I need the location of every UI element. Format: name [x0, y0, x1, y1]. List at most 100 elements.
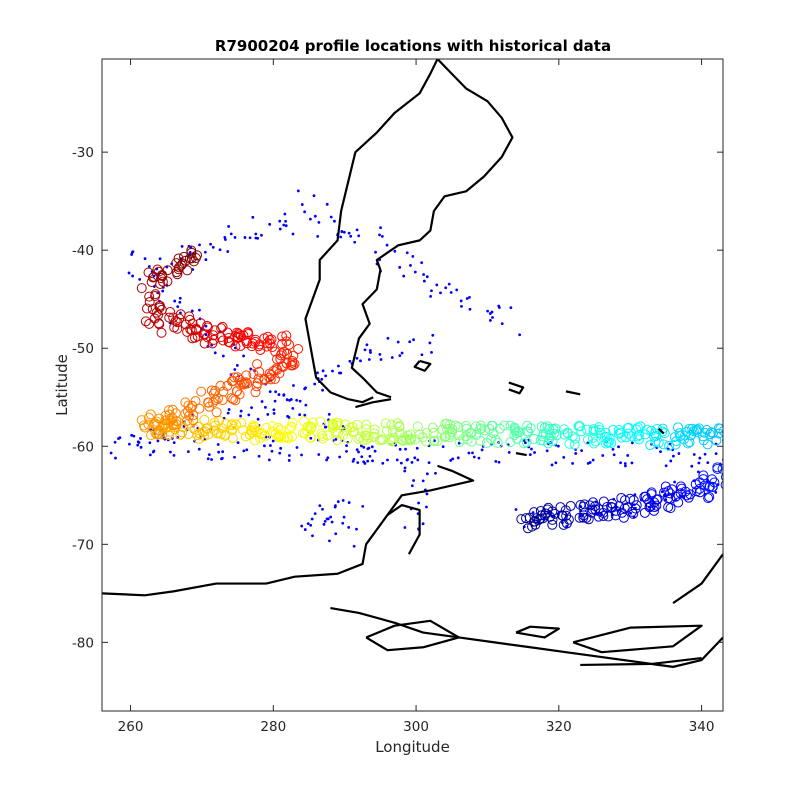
- profile-marker-78-0: [758, 436, 767, 445]
- historical-point-56: [754, 471, 757, 474]
- historical-point-459: [468, 295, 471, 299]
- profile-marker-85-2: [722, 439, 723, 445]
- historical-point-355: [310, 517, 314, 521]
- profile-marker-200-2: [138, 420, 149, 431]
- profile-marker-42-0: [727, 469, 736, 478]
- historical-point-400: [268, 222, 272, 226]
- historical-point-344: [323, 519, 327, 523]
- historical-point-449: [425, 275, 429, 279]
- historical-point-210: [221, 450, 225, 454]
- historical-point-243: [130, 433, 134, 437]
- historical-point-41: [673, 480, 677, 484]
- historical-point-27: [629, 511, 633, 515]
- profile-marker-100-1: [646, 425, 657, 436]
- profile-marker-255-1: [187, 333, 198, 344]
- profile-marker-203-0: [145, 409, 156, 420]
- profile-marker-59-2: [794, 446, 800, 455]
- historical-point-509: [233, 368, 237, 371]
- profile-marker-20-1: [616, 507, 627, 518]
- historical-point-72: [781, 446, 784, 449]
- y-axis-label: Latitude: [53, 354, 71, 416]
- profile-marker-69-1: [794, 440, 800, 449]
- historical-point-302: [348, 359, 352, 363]
- historical-point-522: [282, 393, 286, 397]
- historical-point-48: [725, 468, 728, 471]
- profile-marker-84-1: [724, 439, 733, 448]
- profile-marker-242-1: [246, 341, 257, 352]
- profile-marker-1-0: [522, 523, 533, 534]
- profile-marker-219-2: [234, 389, 245, 400]
- profile-marker-181-2: [246, 427, 257, 438]
- profile-marker-78-2: [745, 426, 754, 435]
- profile-marker-41-1: [730, 481, 739, 490]
- profile-marker-212-2: [190, 396, 201, 407]
- historical-point-294: [313, 382, 317, 386]
- historical-point-174: [360, 455, 364, 459]
- historical-point-314: [400, 351, 404, 355]
- historical-point-548: [366, 459, 370, 463]
- historical-point-93: [698, 456, 702, 460]
- profile-marker-88-0: [707, 428, 718, 439]
- historical-point-457: [447, 282, 451, 286]
- historical-point-75: [755, 449, 758, 452]
- historical-point-155: [441, 445, 445, 449]
- historical-point-490: [173, 299, 177, 303]
- historical-point-113: [617, 445, 620, 449]
- profile-marker-224-1: [253, 373, 264, 384]
- profile-marker-106-0: [613, 428, 624, 439]
- profile-marker-179-1: [247, 422, 258, 433]
- profile-marker-120-0: [548, 423, 559, 434]
- profile-marker-46-0: [754, 454, 763, 463]
- historical-point-394: [254, 232, 258, 236]
- profile-marker-260-0: [170, 316, 181, 327]
- historical-point-386: [211, 245, 215, 249]
- profile-marker-112-1: [588, 438, 599, 449]
- historical-point-470: [497, 306, 501, 309]
- profile-marker-245-0: [241, 336, 252, 347]
- profile-marker-201-0: [143, 412, 154, 423]
- historical-point-392: [229, 232, 233, 236]
- historical-point-380: [180, 245, 184, 248]
- profile-marker-205-0: [160, 415, 171, 426]
- profile-marker-232-2: [286, 360, 297, 371]
- historical-point-62: [756, 448, 759, 451]
- profile-marker-276-2: [186, 245, 197, 256]
- historical-point-95: [677, 452, 681, 455]
- historical-point-241: [113, 440, 117, 444]
- profile-marker-212-1: [211, 407, 222, 418]
- historical-point-435: [385, 243, 389, 247]
- profile-marker-272-2: [171, 267, 182, 278]
- historical-point-245: [136, 443, 140, 447]
- profile-marker-82-1: [741, 427, 750, 436]
- historical-point-296: [316, 371, 319, 375]
- profile-marker-265-2: [150, 290, 161, 301]
- axes-frame: [101, 58, 724, 712]
- profile-marker-207-1: [167, 404, 178, 415]
- historical-point-345: [334, 532, 338, 536]
- profile-marker-74-1: [758, 433, 767, 442]
- x-tick-label-0: 260: [118, 719, 144, 735]
- profile-marker-73-0: [779, 424, 788, 433]
- historical-point-97: [669, 459, 673, 463]
- historical-point-147: [481, 445, 485, 448]
- historical-point-234: [139, 445, 143, 449]
- historical-point-44: [714, 490, 718, 494]
- historical-point-0: [514, 508, 518, 511]
- profile-marker-273-1: [173, 253, 184, 264]
- historical-point-140: [497, 460, 501, 464]
- historical-point-389: [223, 238, 227, 241]
- profile-marker-248-1: [208, 330, 219, 341]
- profile-marker-245-1: [233, 328, 244, 339]
- profile-marker-19-0: [598, 510, 609, 521]
- profile-marker-83-0: [725, 426, 734, 435]
- coastline-segment-14: [580, 656, 702, 667]
- historical-point-35: [660, 490, 664, 494]
- profile-marker-74-2: [764, 429, 773, 438]
- profile-marker-165-0: [317, 430, 328, 441]
- profile-marker-81-0: [738, 426, 747, 435]
- profile-marker-236-0: [281, 330, 292, 341]
- profile-marker-116-0: [559, 429, 570, 440]
- coastline-segment-8: [102, 464, 475, 597]
- profile-marker-77-1: [745, 438, 754, 447]
- historical-point-267: [226, 411, 230, 415]
